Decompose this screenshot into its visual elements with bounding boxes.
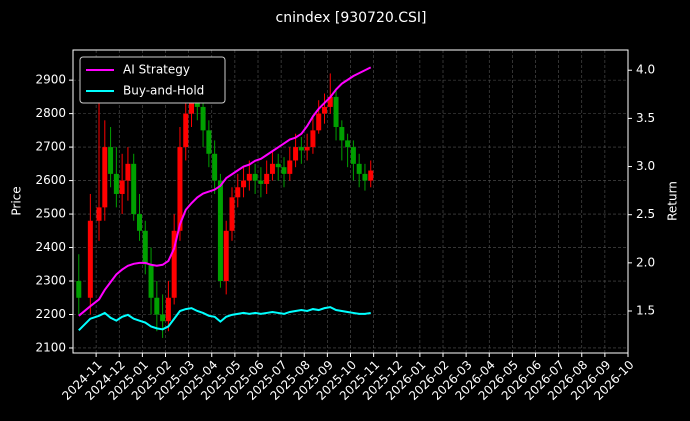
candle-body	[264, 173, 270, 184]
candle-body	[298, 147, 304, 151]
candle-body	[339, 127, 345, 141]
y2-tick-label: 3.5	[636, 111, 655, 125]
y2-tick-label: 1.5	[636, 304, 655, 318]
candle-body	[165, 297, 171, 322]
candle-body	[177, 147, 183, 231]
candle-body	[154, 297, 160, 315]
candle-body	[206, 130, 212, 154]
candle-body	[287, 160, 293, 174]
candle-body	[171, 230, 177, 298]
candle-body	[76, 281, 82, 298]
candle-body	[258, 180, 264, 184]
candle-body	[275, 163, 281, 168]
candle-body	[362, 173, 368, 181]
candle-body	[345, 140, 351, 148]
candle-body	[310, 130, 316, 148]
candle-body	[200, 106, 206, 131]
y-tick-label: 2700	[35, 140, 66, 154]
plot-frame	[72, 49, 629, 354]
candle-body	[356, 163, 362, 174]
candle-body	[189, 96, 195, 114]
line-series	[78, 306, 371, 331]
candle-body	[350, 147, 356, 164]
candle-body	[333, 96, 339, 128]
candle-body	[160, 314, 166, 322]
candle-body	[281, 167, 287, 174]
candle-body	[252, 173, 258, 181]
candle-body	[241, 180, 247, 188]
y2-tick-label: 4.0	[636, 63, 655, 77]
chart-title: cnindex [930720.CSI]	[276, 10, 427, 26]
y-tick-label: 2500	[35, 207, 66, 221]
candle-body	[102, 147, 108, 208]
y2-tick-label: 2.5	[636, 207, 655, 221]
candle-body	[136, 214, 142, 231]
legend-label: Buy-and-Hold	[123, 84, 204, 98]
candle-body	[246, 173, 252, 181]
legend-box	[79, 56, 226, 104]
candle-body	[119, 180, 125, 194]
y-tick-label: 2100	[35, 340, 66, 354]
candle-body	[108, 147, 114, 174]
candle-body	[212, 153, 218, 181]
y-tick-label: 2300	[35, 274, 66, 288]
y-tick-label: 2600	[35, 173, 66, 187]
candle-body	[235, 187, 241, 198]
candle-body	[316, 113, 322, 131]
candle-body	[142, 230, 148, 265]
y2-tick-label: 2.0	[636, 255, 655, 269]
candle-body	[96, 207, 102, 221]
candle-body	[293, 147, 299, 161]
candle-body	[304, 147, 310, 151]
legend-label: AI Strategy	[123, 63, 190, 77]
candle-body	[229, 197, 235, 231]
line-series	[78, 66, 372, 317]
candle-body	[87, 220, 93, 298]
candle-body	[269, 163, 275, 174]
candle-body	[183, 113, 189, 148]
candle-body	[125, 163, 131, 181]
y-tick-label: 2900	[35, 73, 66, 87]
y2-axis-label: Return	[666, 181, 680, 221]
y-axis-label: Price	[10, 186, 24, 215]
candle-body	[148, 264, 154, 298]
y2-tick-label: 3.0	[636, 159, 655, 173]
candle-body	[368, 170, 374, 181]
y-tick-label: 2200	[35, 307, 66, 321]
candle-body	[131, 163, 137, 215]
candle-body	[321, 106, 327, 114]
candle-body	[113, 173, 119, 194]
candle-body	[327, 96, 333, 107]
y-tick-label: 2400	[35, 240, 66, 254]
y-tick-label: 2800	[35, 106, 66, 120]
candle-body	[223, 230, 229, 282]
candle-body	[217, 180, 223, 282]
